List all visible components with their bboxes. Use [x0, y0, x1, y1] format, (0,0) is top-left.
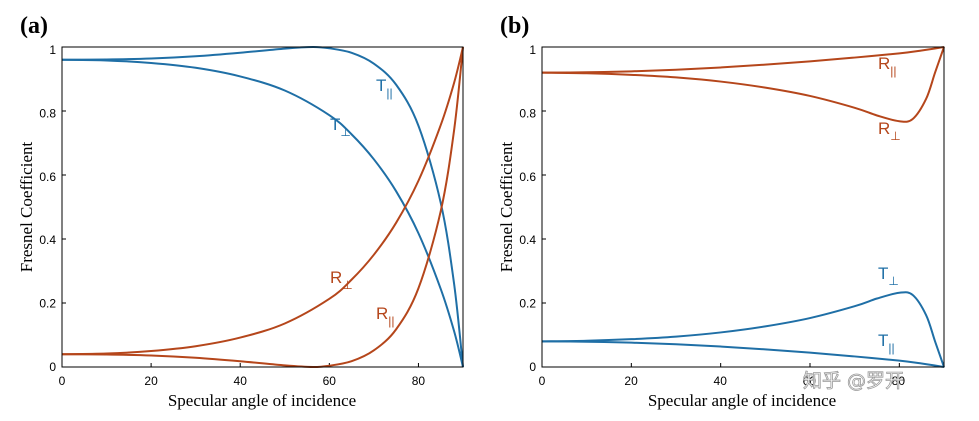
panel-b-ylabel: Fresnel Coefficient [497, 142, 516, 273]
panel-b-xtick-label: 40 [714, 374, 728, 388]
panel-a-label: (a) [20, 13, 48, 39]
series-line-t-perp [61, 58, 464, 368]
panel-b-x-ticks: 0 20 40 60 80 [539, 374, 906, 388]
panel-a-xtick-label: 60 [323, 374, 337, 388]
series-line-t-parallel [541, 340, 945, 368]
panel-b-xtick-label: 80 [892, 374, 906, 388]
panel-b: (b) Fresnel Coefficient Specular angle o… [497, 13, 945, 410]
curve-label-r-parallel: R|| [878, 54, 897, 78]
curve-label-t-perp: T⊥ [878, 264, 899, 288]
panel-a-xtick-label: 20 [144, 374, 158, 388]
panel-b-ytick-label: 0 [529, 360, 536, 374]
curve-label-t-parallel: T|| [376, 76, 393, 100]
series-line-r-parallel [61, 46, 464, 369]
curve-label-r-parallel: R|| [376, 304, 395, 328]
panel-b-y-ticks: 0 0.2 0.4 0.6 0.8 1 [519, 43, 536, 374]
panel-b-curves [541, 46, 945, 368]
panel-b-curve-labels: R|| R⊥ T⊥ T|| [878, 54, 901, 355]
panel-b-xlabel: Specular angle of incidence [648, 391, 836, 410]
panel-a-xtick-label: 80 [412, 374, 426, 388]
watermark: 知乎 @罗开 [803, 370, 904, 392]
series-line-r-parallel [541, 46, 945, 74]
series-line-r-perp [541, 46, 945, 123]
panel-a-xlabel: Specular angle of incidence [168, 391, 356, 410]
series-line-t-perp [541, 291, 945, 368]
curve-label-r-perp: R⊥ [878, 119, 901, 143]
series-line-t-parallel [61, 45, 464, 368]
panel-a-y-ticks: 0 0.2 0.4 0.6 0.8 1 [39, 43, 56, 374]
panel-a-curve-labels: T|| T⊥ R⊥ R|| [330, 76, 395, 328]
panel-a-x-ticks: 0 20 40 60 80 [59, 374, 426, 388]
panel-b-tick-marks [541, 46, 900, 368]
series-line-r-perp [61, 46, 464, 356]
curve-label-t-perp: T⊥ [330, 115, 351, 139]
panel-a-xtick-label: 0 [59, 374, 66, 388]
panel-b-ytick-label: 0.6 [519, 170, 536, 184]
panel-b-xtick-label: 0 [539, 374, 546, 388]
panel-b-label: (b) [500, 13, 529, 39]
panel-a-curves [61, 45, 464, 369]
curve-label-t-parallel: T|| [878, 331, 895, 355]
panel-a-tick-marks [61, 46, 419, 368]
panel-b-ytick-label: 0.8 [519, 106, 536, 120]
panel-a-ytick-label: 1 [49, 43, 56, 57]
panel-a-xtick-label: 40 [234, 374, 248, 388]
panel-a-ytick-label: 0.6 [39, 170, 56, 184]
panel-b-ytick-label: 1 [529, 43, 536, 57]
curve-label-r-perp: R⊥ [330, 268, 353, 292]
panel-a-ylabel: Fresnel Coefficient [17, 142, 36, 273]
panel-b-xtick-label: 60 [803, 374, 817, 388]
panel-a-ytick-label: 0.8 [39, 106, 56, 120]
panel-b-ytick-label: 0.4 [519, 233, 536, 247]
panel-a: (a) Fresnel Coefficient Specular angle o… [17, 13, 464, 410]
panel-b-ytick-label: 0.2 [519, 297, 536, 311]
panel-a-ytick-label: 0.4 [39, 233, 56, 247]
panel-a-ytick-label: 0.2 [39, 297, 56, 311]
panel-a-ytick-label: 0 [49, 360, 56, 374]
panel-b-xtick-label: 20 [624, 374, 638, 388]
panel-a-plot-frame [61, 46, 464, 368]
panel-b-plot-frame [541, 46, 945, 368]
